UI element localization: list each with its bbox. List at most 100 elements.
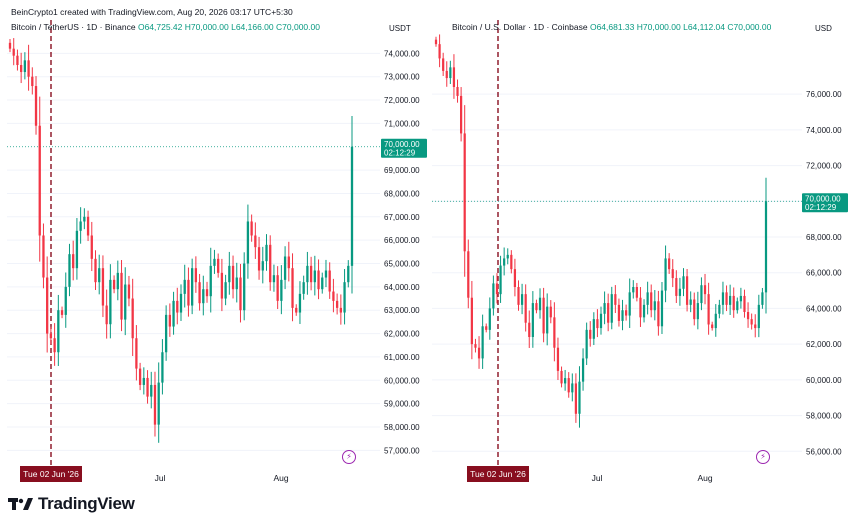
candle-body bbox=[53, 338, 56, 353]
candle-body bbox=[302, 282, 305, 294]
candle-body bbox=[503, 258, 506, 266]
candle-body bbox=[246, 221, 250, 264]
candle-body bbox=[578, 381, 581, 414]
y-tick-label: 62,000.00 bbox=[384, 330, 420, 339]
last-price-box bbox=[802, 193, 848, 213]
left-close: C70,000.00 bbox=[276, 22, 320, 32]
candle-body bbox=[467, 251, 470, 298]
candle-body bbox=[12, 48, 15, 56]
candle-body bbox=[675, 278, 678, 296]
candle-body bbox=[112, 279, 116, 290]
candle-body bbox=[164, 314, 168, 353]
candle-body bbox=[624, 310, 628, 316]
y-tick-label: 72,000.00 bbox=[806, 162, 842, 171]
candle-body bbox=[449, 67, 452, 79]
candle-body bbox=[470, 297, 473, 345]
right-high: H70,000.00 bbox=[636, 22, 681, 32]
candle-body bbox=[105, 305, 108, 325]
candle-body bbox=[265, 244, 268, 262]
candle-body bbox=[261, 261, 264, 271]
candle-body bbox=[764, 201, 768, 293]
right-open: O64,681.33 bbox=[589, 22, 635, 32]
candle-body bbox=[614, 294, 617, 305]
candle-body bbox=[739, 295, 743, 302]
y-tick-label: 68,000.00 bbox=[384, 189, 420, 198]
left-low: L64,166.00 bbox=[231, 22, 274, 32]
candle-body bbox=[610, 294, 613, 323]
y-tick-label: 74,000.00 bbox=[384, 49, 420, 58]
candle-body bbox=[324, 270, 328, 278]
candle-body bbox=[83, 216, 86, 222]
candle-body bbox=[599, 313, 603, 329]
candle-body bbox=[442, 58, 445, 71]
candle-body bbox=[639, 297, 642, 318]
candle-body bbox=[642, 304, 646, 318]
candle-body bbox=[456, 87, 459, 96]
candle-body bbox=[343, 282, 346, 313]
y-tick-label: 74,000.00 bbox=[806, 126, 842, 135]
left-open: O64,725.42 bbox=[137, 22, 183, 32]
candle-body bbox=[209, 265, 212, 297]
candle-body bbox=[434, 39, 438, 45]
candle-body bbox=[603, 303, 606, 314]
candle-body bbox=[49, 333, 53, 339]
candle-body bbox=[689, 299, 692, 305]
candle-body bbox=[653, 301, 656, 311]
candle-body bbox=[153, 384, 157, 425]
candle-body bbox=[127, 284, 131, 299]
candle-body bbox=[34, 86, 38, 126]
y-tick-label: 64,000.00 bbox=[806, 304, 842, 313]
y-tick-label: 63,000.00 bbox=[384, 306, 420, 315]
candle-body bbox=[205, 289, 209, 297]
right-close: C70,000.00 bbox=[727, 22, 772, 32]
x-tick-label: Jul bbox=[155, 473, 166, 483]
candle-body bbox=[291, 268, 294, 308]
lightning-bolt-icon[interactable]: ⚡ bbox=[756, 450, 770, 464]
candle-body bbox=[46, 277, 49, 334]
candle-body bbox=[556, 347, 560, 371]
candle-body bbox=[632, 287, 635, 293]
candle-body bbox=[729, 295, 732, 305]
candle-body bbox=[718, 304, 721, 314]
candle-body bbox=[68, 254, 71, 287]
candle-body bbox=[332, 291, 335, 301]
candle-body bbox=[506, 254, 509, 259]
candle-body bbox=[445, 70, 448, 79]
candle-body bbox=[660, 290, 664, 327]
last-price-label: 70,000.00 bbox=[384, 140, 420, 149]
candle-body bbox=[250, 221, 253, 236]
candle-body bbox=[700, 285, 703, 304]
candle-body bbox=[298, 293, 302, 313]
candle-body bbox=[228, 265, 231, 283]
candle-body bbox=[635, 287, 638, 298]
candle-body bbox=[703, 285, 707, 295]
y-tick-label: 56,000.00 bbox=[806, 447, 842, 456]
candle-body bbox=[592, 319, 595, 339]
brand-name: TradingView bbox=[38, 494, 135, 513]
candle-body bbox=[90, 235, 93, 259]
candle-body bbox=[179, 293, 183, 313]
candle-body bbox=[42, 235, 45, 278]
y-tick-label: 58,000.00 bbox=[384, 423, 420, 432]
candle-body bbox=[495, 283, 499, 295]
candle-body bbox=[517, 287, 520, 305]
candle-body bbox=[339, 307, 343, 313]
candle-body bbox=[513, 269, 517, 287]
candle-body bbox=[172, 300, 175, 327]
candle-body bbox=[287, 256, 290, 269]
candle-body bbox=[295, 307, 298, 313]
candle-body bbox=[721, 292, 725, 305]
y-tick-label: 65,000.00 bbox=[384, 260, 420, 269]
candle-body bbox=[19, 65, 23, 73]
left-currency: USDT bbox=[389, 24, 411, 33]
lightning-bolt-icon[interactable]: ⚡ bbox=[342, 450, 356, 464]
candle-body bbox=[347, 265, 350, 283]
event-date-label: Tue 02 Jun '26 bbox=[23, 469, 79, 479]
candle-body bbox=[142, 377, 145, 385]
candle-body bbox=[176, 300, 179, 313]
candle-body bbox=[732, 295, 735, 311]
candle-body bbox=[72, 254, 75, 269]
candle-body bbox=[617, 304, 621, 321]
event-date-box bbox=[467, 466, 529, 482]
x-tick-label: Aug bbox=[697, 473, 712, 483]
